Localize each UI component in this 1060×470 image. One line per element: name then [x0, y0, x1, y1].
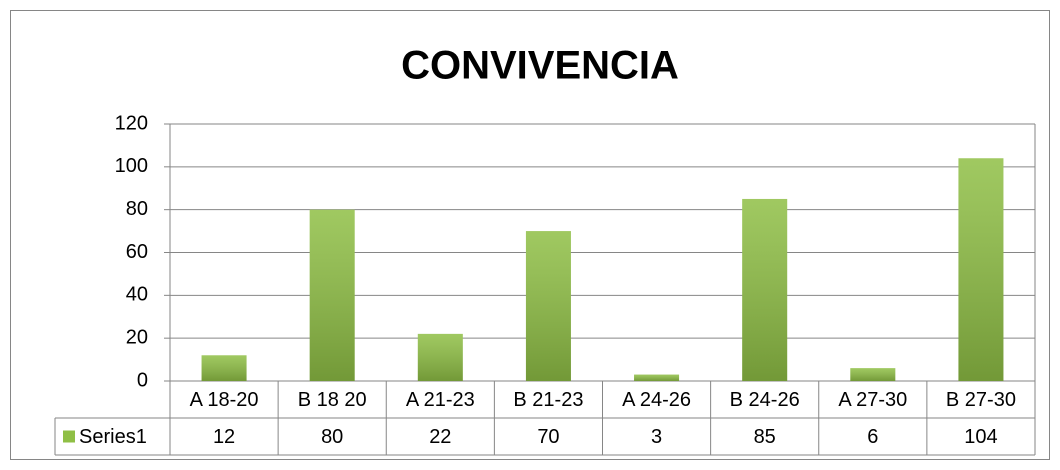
- x-tick-label: B 27-30: [946, 389, 1016, 411]
- bar-shade: [850, 368, 896, 381]
- bar-shade: [525, 231, 571, 381]
- table-value: 22: [429, 426, 451, 448]
- y-tick-label: 60: [126, 241, 148, 263]
- y-tick-label: 40: [126, 284, 148, 306]
- table-value: 80: [321, 426, 343, 448]
- y-tick-label: 100: [115, 155, 148, 177]
- y-tick-label: 20: [126, 326, 148, 348]
- table-value: 70: [537, 426, 559, 448]
- x-tick-label: A 24-26: [622, 389, 691, 411]
- y-tick-label: 80: [126, 198, 148, 220]
- y-tick-label: 0: [137, 369, 148, 391]
- table-value: 12: [213, 426, 235, 448]
- bar-shade: [958, 158, 1004, 381]
- bar-shade: [742, 198, 788, 381]
- table-value: 104: [964, 426, 997, 448]
- chart-title: CONVIVENCIA: [401, 44, 679, 88]
- legend-label: Series1: [79, 426, 147, 448]
- x-tick-label: A 18-20: [190, 389, 259, 411]
- table-value: 6: [867, 426, 878, 448]
- x-tick-label: A 27-30: [838, 389, 907, 411]
- legend-key: [63, 430, 75, 443]
- y-tick-label: 120: [115, 112, 148, 134]
- table-value: 3: [651, 426, 662, 448]
- table-value: 85: [754, 426, 776, 448]
- x-tick-label: B 21-23: [513, 389, 583, 411]
- bar-shade: [201, 355, 247, 381]
- x-tick-label: B 18 20: [298, 389, 367, 411]
- x-tick-label: A 21-23: [406, 389, 475, 411]
- bar-shade: [417, 333, 463, 381]
- x-tick-label: B 24-26: [730, 389, 800, 411]
- bar-shade: [634, 374, 680, 381]
- bar-shade: [309, 209, 355, 381]
